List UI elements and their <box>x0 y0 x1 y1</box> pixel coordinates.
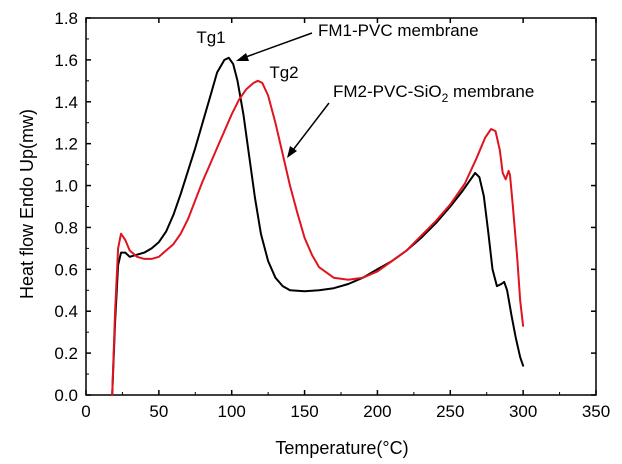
x-tick-label: 300 <box>509 402 537 421</box>
y-axis-title: Heat flow Endo Up(mw) <box>17 109 37 299</box>
x-tick-label: 150 <box>290 402 318 421</box>
y-axis-ticks: 0.0 0.2 0.4 0.6 0.8 1.0 1.2 1.4 1.6 1.8 <box>54 9 596 405</box>
y-tick-label: 1.6 <box>54 51 78 70</box>
y-tick-label: 1.0 <box>54 177 78 196</box>
x-axis-title: Temperature(°C) <box>275 438 408 458</box>
tg2-label: Tg2 <box>269 63 298 82</box>
fm1-arrow-head <box>236 53 249 61</box>
fm1-label: FM1-PVC membrane <box>318 21 479 40</box>
y-tick-label: 0.6 <box>54 260 78 279</box>
plot-border <box>85 17 597 396</box>
x-tick-label: 350 <box>582 402 610 421</box>
fm2-label-suffix: membrane <box>448 82 534 101</box>
y-tick-label: 0.4 <box>54 302 78 321</box>
x-tick-label: 100 <box>218 402 246 421</box>
fm2-arrow-head <box>287 146 297 158</box>
x-tick-label: 0 <box>81 402 90 421</box>
fm2-label-subscript: 2 <box>442 91 449 105</box>
annotations: Tg1 Tg2 FM1-PVC membrane FM2-PVC-SiO2 me… <box>196 21 534 158</box>
y-tick-label: 1.2 <box>54 135 78 154</box>
fm1-arrow-shaft <box>242 32 313 59</box>
fm2-label-prefix: FM2-PVC-SiO <box>333 82 442 101</box>
series-layer <box>111 56 525 396</box>
y-tick-label: 1.8 <box>54 9 78 28</box>
y-tick-label: 0.2 <box>54 344 78 363</box>
x-tick-label: 250 <box>436 402 464 421</box>
plot-frame <box>85 17 597 396</box>
series-line-fm1-pvc <box>111 56 525 396</box>
y-tick-label: 0.0 <box>54 386 78 405</box>
y-tick-label: 0.8 <box>54 218 78 237</box>
series-line-fm2-pvc-sio2 <box>111 79 525 396</box>
x-axis-ticks: 0 50 100 150 200 250 300 350 <box>81 18 610 421</box>
y-tick-label: 1.4 <box>54 93 78 112</box>
x-tick-label: 50 <box>149 402 168 421</box>
tg1-label: Tg1 <box>196 28 225 47</box>
x-tick-label: 200 <box>363 402 391 421</box>
fm2-arrow-shaft <box>292 102 330 151</box>
fm2-label: FM2-PVC-SiO2 membrane <box>333 82 534 105</box>
